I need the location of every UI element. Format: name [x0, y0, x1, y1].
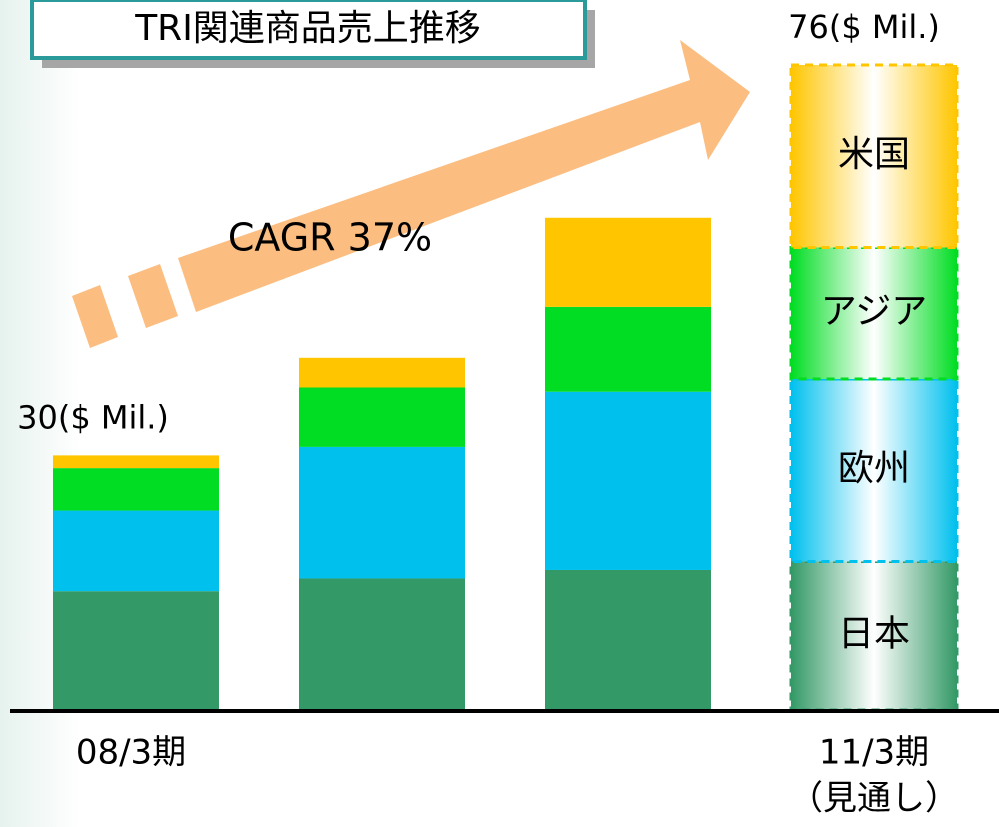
bar-segment: [789, 559, 959, 712]
bar-segment: [53, 455, 219, 469]
bar-segment: [789, 377, 959, 563]
bar-segment: [299, 446, 465, 579]
bar-segment: [545, 391, 711, 570]
total-label: 76($ Mil.): [788, 8, 940, 46]
legend-label: 米国: [838, 134, 910, 175]
bar-segment: [53, 510, 219, 592]
bar-segment: [53, 591, 219, 710]
forecast-note: （見通し）: [789, 779, 959, 819]
bar-segment: [789, 63, 959, 249]
total-label: 30($ Mil.): [17, 398, 169, 436]
chart-title: TRI関連商品売上推移: [134, 8, 481, 49]
arrow-body: [178, 40, 750, 312]
bar-segment: [299, 387, 465, 447]
bar-segment: [545, 306, 711, 392]
arrow-dash: [128, 264, 178, 328]
bar-segment: [789, 245, 959, 381]
bar-segment: [299, 357, 465, 388]
annotation: CAGR 37%: [228, 216, 432, 260]
arrow-dash: [72, 285, 118, 348]
bar-segment: [545, 217, 711, 307]
legend-label: 欧州: [838, 448, 910, 489]
bar-segment: [53, 468, 219, 511]
growth-arrow: [72, 40, 750, 348]
title-box: [30, 0, 587, 60]
x-tick-label: 11/3期: [819, 733, 929, 773]
legend-label: 日本: [838, 614, 910, 655]
x-tick-label: 08/3期: [76, 733, 186, 773]
bar-segment: [545, 569, 711, 710]
legend-label: アジア: [821, 291, 928, 332]
bar-segment: [299, 578, 465, 710]
